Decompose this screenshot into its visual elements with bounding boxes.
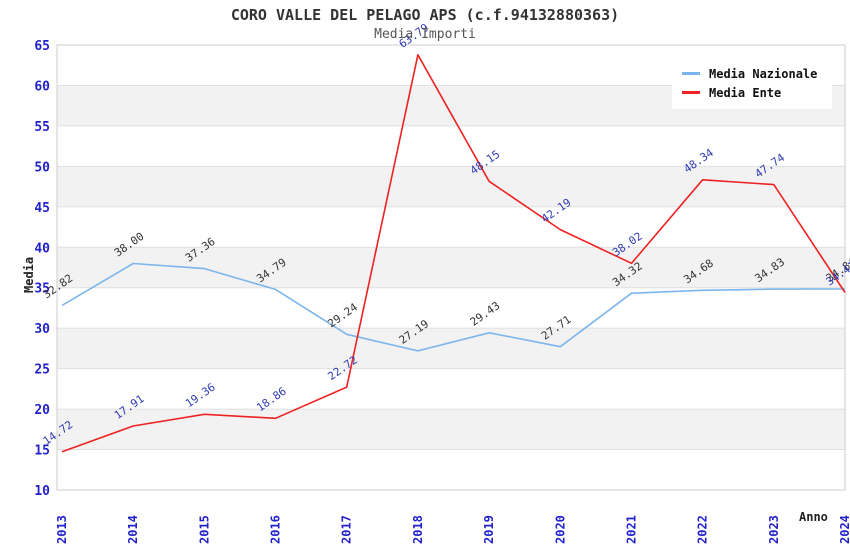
y-tick-label: 35 — [34, 282, 50, 297]
chart-subtitle: Media Importi — [374, 27, 476, 42]
plot-band — [57, 247, 845, 288]
legend-line-swatch — [682, 72, 700, 75]
data-label-media-nazionale: 29.43 — [468, 299, 503, 329]
x-tick-label: 2015 — [197, 515, 211, 544]
x-tick-label: 2017 — [340, 515, 354, 544]
y-tick-label: 10 — [34, 484, 50, 499]
x-tick-label: 2019 — [482, 515, 496, 544]
x-tick-label: 2022 — [696, 515, 710, 544]
x-tick-label: 2020 — [553, 515, 567, 544]
x-axis-title: Anno — [799, 510, 828, 524]
plot-band — [57, 166, 845, 207]
x-tick-label: 2013 — [55, 515, 69, 544]
chart-title: CORO VALLE DEL PELAGO APS (c.f.941328803… — [230, 6, 620, 24]
y-tick-label: 40 — [34, 241, 50, 256]
x-tick-label: 2016 — [269, 515, 283, 544]
y-axis-title: Media — [22, 256, 36, 293]
y-tick-label: 20 — [34, 403, 50, 418]
x-tick-label: 2023 — [767, 515, 781, 544]
plot-band — [57, 328, 845, 369]
y-tick-label: 25 — [34, 363, 50, 378]
legend: Media Nazionale Media Ente — [672, 57, 832, 109]
series-line-media-ente — [61, 53, 846, 453]
y-tick-label: 30 — [34, 322, 50, 337]
y-tick-label: 15 — [34, 444, 50, 459]
x-tick-label: 2014 — [126, 515, 140, 544]
legend-line-swatch — [682, 91, 700, 94]
series-line-media-nazionale — [61, 262, 846, 352]
data-label-media-ente: 19.36 — [183, 381, 218, 411]
legend-item-media-ente: Media Ente — [682, 83, 832, 102]
legend-label: Media Ente — [709, 85, 782, 100]
x-tick-label: 2021 — [624, 515, 638, 544]
data-label-media-nazionale: 29.24 — [325, 300, 360, 330]
legend-label: Media Nazionale — [709, 66, 818, 81]
plot-band — [57, 409, 845, 450]
x-tick-label: 2024 — [838, 515, 850, 544]
y-tick-label: 45 — [34, 201, 50, 216]
y-tick-label: 65 — [34, 39, 50, 54]
plot-border — [56, 44, 846, 491]
legend-item-media-nazionale: Media Nazionale — [682, 64, 832, 83]
y-tick-label: 50 — [34, 160, 50, 175]
x-tick-label: 2018 — [411, 515, 425, 544]
y-tick-label: 60 — [34, 79, 50, 94]
y-tick-label: 55 — [34, 120, 50, 135]
